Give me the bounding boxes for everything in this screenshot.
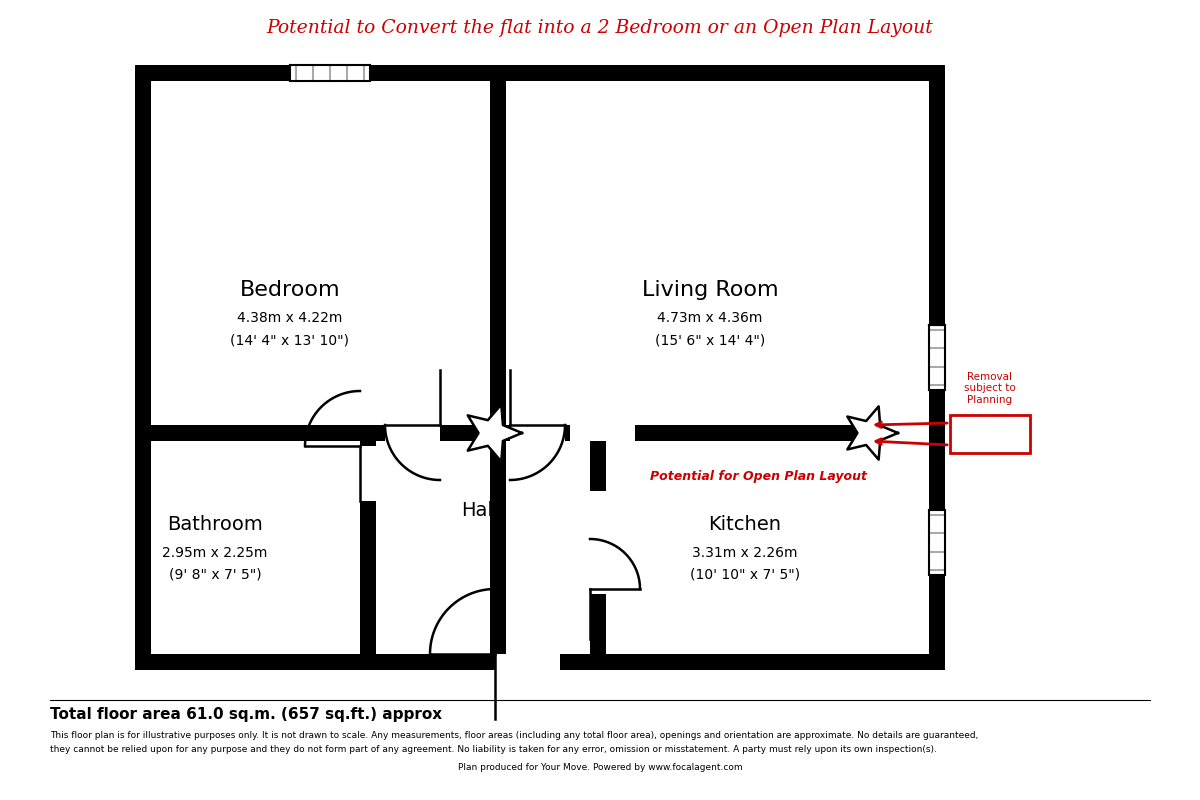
Bar xyxy=(510,425,565,441)
Text: (9' 8" x 7' 5"): (9' 8" x 7' 5") xyxy=(169,568,262,582)
Text: Plan produced for Your Move. Powered by www.focalagent.com: Plan produced for Your Move. Powered by … xyxy=(457,762,743,771)
Text: Kitchen: Kitchen xyxy=(708,515,781,534)
Text: Potential for Open Plan Layout: Potential for Open Plan Layout xyxy=(650,470,866,483)
Bar xyxy=(151,425,490,441)
Bar xyxy=(496,654,560,670)
Text: 4.73m x 4.36m: 4.73m x 4.36m xyxy=(658,311,763,325)
Bar xyxy=(616,65,720,81)
Text: Potential to Convert the flat into a 2 Bedroom or an Open Plan Layout: Potential to Convert the flat into a 2 B… xyxy=(266,19,934,37)
Bar xyxy=(590,594,606,654)
Bar xyxy=(134,65,151,670)
Text: Total floor area 61.0 sq.m. (657 sq.ft.) approx: Total floor area 61.0 sq.m. (657 sq.ft.)… xyxy=(50,707,442,722)
Text: Hall: Hall xyxy=(461,501,499,519)
Text: 3.31m x 2.26m: 3.31m x 2.26m xyxy=(692,546,798,560)
Bar xyxy=(635,425,860,441)
Bar xyxy=(134,65,946,81)
Bar xyxy=(360,446,376,501)
Bar xyxy=(506,425,570,441)
Text: Living Room: Living Room xyxy=(642,280,779,300)
Polygon shape xyxy=(468,405,522,462)
Text: Bedroom: Bedroom xyxy=(240,280,341,300)
Text: Removal
subject to
Planning: Removal subject to Planning xyxy=(964,372,1016,405)
Bar xyxy=(929,65,946,670)
Text: 4.38m x 4.22m: 4.38m x 4.22m xyxy=(238,311,343,325)
Bar xyxy=(385,425,440,441)
Bar xyxy=(590,539,606,589)
Bar xyxy=(290,65,370,81)
Bar xyxy=(929,325,946,390)
Text: (14' 4" x 13' 10"): (14' 4" x 13' 10") xyxy=(230,333,349,347)
Text: Bathroom: Bathroom xyxy=(167,515,263,534)
Bar xyxy=(360,441,376,654)
Polygon shape xyxy=(847,406,898,460)
Text: 2.95m x 2.25m: 2.95m x 2.25m xyxy=(162,546,268,560)
Text: This floor plan is for illustrative purposes only. It is not drawn to scale. Any: This floor plan is for illustrative purp… xyxy=(50,730,978,739)
Bar xyxy=(490,65,506,670)
Bar xyxy=(950,415,1030,453)
Bar xyxy=(590,441,606,491)
Text: (15' 6" x 14' 4"): (15' 6" x 14' 4") xyxy=(655,333,766,347)
Bar xyxy=(929,510,946,575)
Text: they cannot be relied upon for any purpose and they do not form part of any agre: they cannot be relied upon for any purpo… xyxy=(50,746,937,754)
Text: (10' 10" x 7' 5"): (10' 10" x 7' 5") xyxy=(690,568,800,582)
Bar xyxy=(134,654,946,670)
